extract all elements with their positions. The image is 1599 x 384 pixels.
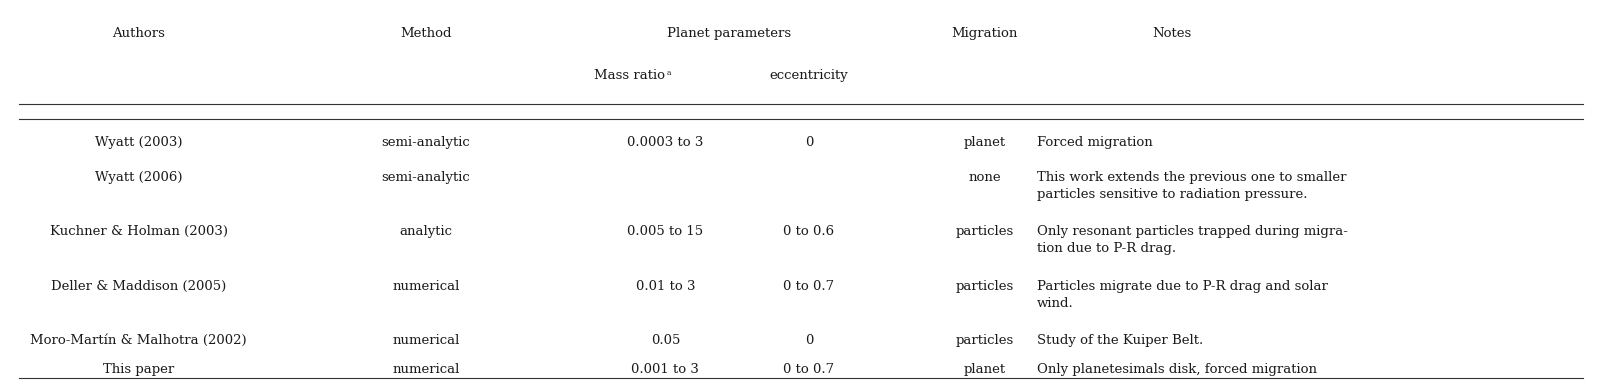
Text: Kuchner & Holman (2003): Kuchner & Holman (2003): [50, 225, 227, 238]
Text: 0.01 to 3: 0.01 to 3: [635, 280, 696, 293]
Text: ᵃ: ᵃ: [667, 69, 672, 82]
Text: Only resonant particles trapped during migra-
tion due to P-R drag.: Only resonant particles trapped during m…: [1038, 225, 1348, 255]
Text: planet: planet: [964, 136, 1006, 149]
Text: Mass ratio: Mass ratio: [595, 69, 665, 82]
Text: analytic: analytic: [400, 225, 453, 238]
Text: Notes: Notes: [1153, 27, 1191, 40]
Text: numerical: numerical: [392, 280, 459, 293]
Text: numerical: numerical: [392, 334, 459, 347]
Text: numerical: numerical: [392, 363, 459, 376]
Text: Wyatt (2003): Wyatt (2003): [94, 136, 182, 149]
Text: 0.05: 0.05: [651, 334, 680, 347]
Text: particles: particles: [956, 280, 1014, 293]
Text: Method: Method: [400, 27, 451, 40]
Text: none: none: [969, 171, 1001, 184]
Text: eccentricity: eccentricity: [769, 69, 849, 82]
Text: Forced migration: Forced migration: [1038, 136, 1153, 149]
Text: particles: particles: [956, 334, 1014, 347]
Text: Wyatt (2006): Wyatt (2006): [94, 171, 182, 184]
Text: Migration: Migration: [951, 27, 1017, 40]
Text: 0: 0: [804, 136, 814, 149]
Text: Authors: Authors: [112, 27, 165, 40]
Text: Planet parameters: Planet parameters: [667, 27, 792, 40]
Text: This work extends the previous one to smaller
particles sensitive to radiation p: This work extends the previous one to sm…: [1038, 171, 1346, 201]
Text: planet: planet: [964, 363, 1006, 376]
Text: 0.0003 to 3: 0.0003 to 3: [627, 136, 704, 149]
Text: 0.005 to 15: 0.005 to 15: [627, 225, 704, 238]
Text: 0 to 0.7: 0 to 0.7: [784, 280, 835, 293]
Text: semi-analytic: semi-analytic: [382, 136, 470, 149]
Text: 0 to 0.7: 0 to 0.7: [784, 363, 835, 376]
Text: 0 to 0.6: 0 to 0.6: [784, 225, 835, 238]
Text: Moro-Martín & Malhotra (2002): Moro-Martín & Malhotra (2002): [30, 334, 246, 347]
Text: 0: 0: [804, 334, 814, 347]
Text: Study of the Kuiper Belt.: Study of the Kuiper Belt.: [1038, 334, 1204, 347]
Text: Deller & Maddison (2005): Deller & Maddison (2005): [51, 280, 227, 293]
Text: Particles migrate due to P-R drag and solar
wind.: Particles migrate due to P-R drag and so…: [1038, 280, 1329, 310]
Text: Only planetesimals disk, forced migration: Only planetesimals disk, forced migratio…: [1038, 363, 1318, 376]
Text: 0.001 to 3: 0.001 to 3: [632, 363, 699, 376]
Text: semi-analytic: semi-analytic: [382, 171, 470, 184]
Text: This paper: This paper: [102, 363, 174, 376]
Text: particles: particles: [956, 225, 1014, 238]
